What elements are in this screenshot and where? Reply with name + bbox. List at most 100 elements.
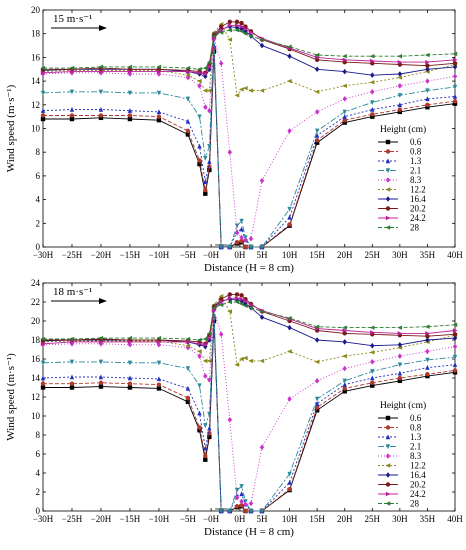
data-point	[203, 423, 208, 429]
data-point	[40, 113, 46, 118]
data-point	[227, 292, 233, 297]
data-point	[243, 508, 248, 514]
data-point	[218, 331, 224, 338]
data-point	[185, 343, 191, 348]
data-point	[452, 368, 458, 373]
data-point	[314, 396, 320, 402]
data-point	[218, 296, 224, 302]
x-tick-label: 30H	[392, 250, 408, 260]
data-point	[452, 362, 458, 367]
data-point	[127, 64, 133, 70]
data-point	[207, 434, 212, 440]
data-point	[234, 24, 240, 31]
y-tick-label: 12	[31, 100, 40, 110]
data-point	[218, 24, 224, 29]
x-tick-label: 25H	[365, 514, 381, 524]
y-tick-label: 14	[31, 76, 41, 86]
data-point	[98, 339, 104, 345]
data-point	[227, 244, 233, 250]
data-point	[197, 353, 202, 359]
data-point	[98, 335, 104, 341]
data-point	[69, 381, 75, 386]
data-point	[452, 335, 458, 341]
x-axis-label: Distance (H = 8 cm)	[204, 526, 294, 538]
data-point	[185, 72, 191, 78]
data-point	[452, 354, 458, 360]
legend-entry: 28	[410, 223, 420, 233]
wind-speed-annotation: 18 m·s⁻¹	[53, 286, 92, 298]
data-point	[98, 359, 104, 365]
data-point	[342, 118, 347, 123]
data-point	[425, 102, 430, 108]
data-point	[425, 331, 431, 336]
data-point	[185, 96, 191, 102]
data-point	[243, 298, 249, 304]
data-point	[397, 331, 403, 336]
series-line	[42, 38, 456, 241]
data-point	[243, 237, 248, 243]
data-point	[452, 57, 458, 62]
data-point	[185, 69, 191, 74]
data-point	[211, 308, 217, 313]
x-tick-label: 35H	[420, 514, 436, 524]
data-point	[207, 144, 212, 149]
data-point	[287, 128, 292, 134]
x-tick-label: −15H	[120, 514, 141, 524]
legend-entry: 0.8	[410, 423, 422, 433]
x-tick-label: 35H	[420, 250, 436, 260]
data-point	[342, 353, 347, 359]
data-point	[196, 337, 202, 343]
data-point	[211, 33, 217, 39]
data-point	[127, 108, 133, 113]
data-point	[287, 206, 292, 212]
data-point	[342, 389, 347, 394]
data-point	[239, 218, 244, 224]
x-tick-label: −10H	[149, 250, 170, 260]
data-point	[259, 444, 265, 451]
data-point	[98, 69, 104, 74]
data-point	[248, 305, 254, 310]
data-point	[342, 331, 347, 336]
series-2-1	[40, 309, 458, 514]
data-point	[185, 395, 191, 401]
legend-swatch-marker	[385, 425, 391, 430]
data-point	[370, 58, 375, 64]
data-point	[227, 417, 233, 423]
data-point	[342, 54, 347, 59]
data-point	[425, 348, 430, 355]
series-line	[42, 40, 456, 248]
x-tick-label: 10H	[282, 514, 298, 524]
series-line	[43, 21, 456, 74]
legend-swatch-marker	[385, 215, 391, 221]
data-point	[239, 491, 244, 497]
y-tick-label: 16	[31, 52, 41, 62]
x-tick-label: 10H	[282, 250, 298, 260]
data-point	[287, 479, 292, 485]
data-point	[287, 396, 292, 402]
data-point	[40, 108, 46, 113]
data-point	[196, 349, 202, 354]
data-point	[425, 59, 431, 65]
data-point	[127, 113, 133, 118]
data-point	[370, 359, 375, 365]
data-point	[127, 71, 133, 77]
data-point	[203, 191, 208, 196]
data-point	[248, 88, 254, 93]
data-point	[259, 244, 265, 250]
legend-entry: 0.8	[410, 147, 422, 157]
y-tick-label: 14	[31, 373, 41, 383]
data-point	[127, 339, 133, 345]
data-point	[40, 385, 46, 390]
data-point	[234, 292, 240, 297]
data-point	[203, 342, 208, 347]
data-point	[286, 44, 292, 49]
data-point	[156, 339, 162, 345]
data-point	[203, 104, 208, 110]
legend-swatch-marker	[385, 168, 391, 174]
data-point	[314, 66, 320, 73]
series-28	[40, 27, 458, 72]
y-tick-label: 6	[36, 171, 41, 181]
legend-swatch-marker	[385, 225, 391, 230]
data-point	[397, 83, 403, 89]
data-point	[202, 65, 208, 71]
